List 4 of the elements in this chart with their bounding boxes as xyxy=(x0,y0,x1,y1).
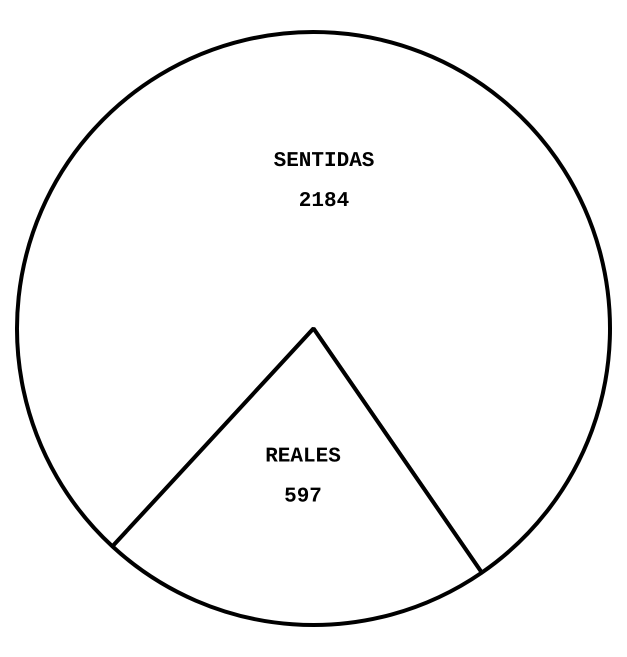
data-label: 2184 xyxy=(298,190,350,213)
data-label: 597 xyxy=(284,486,322,509)
slice-label: SENTIDAS xyxy=(274,150,374,173)
slice-label: REALES xyxy=(265,446,341,469)
